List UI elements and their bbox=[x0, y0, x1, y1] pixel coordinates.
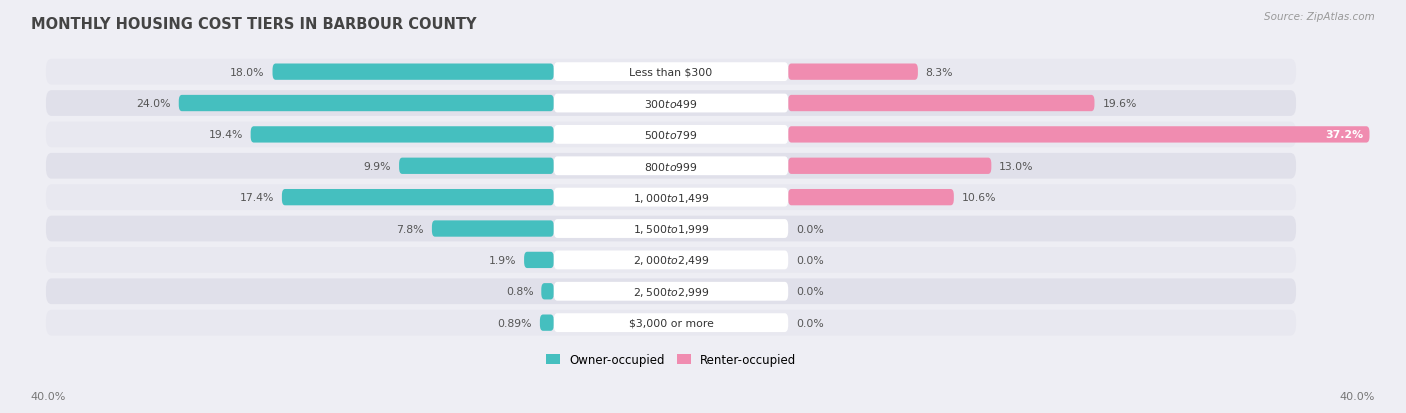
Text: 24.0%: 24.0% bbox=[136, 99, 172, 109]
Text: 0.0%: 0.0% bbox=[796, 318, 824, 328]
FancyBboxPatch shape bbox=[250, 127, 554, 143]
Text: 10.6%: 10.6% bbox=[962, 193, 995, 203]
FancyBboxPatch shape bbox=[46, 91, 1296, 116]
FancyBboxPatch shape bbox=[281, 190, 554, 206]
FancyBboxPatch shape bbox=[554, 251, 789, 270]
Text: 40.0%: 40.0% bbox=[31, 391, 66, 401]
Text: Source: ZipAtlas.com: Source: ZipAtlas.com bbox=[1264, 12, 1375, 22]
Text: 8.3%: 8.3% bbox=[925, 67, 953, 78]
Text: 1.9%: 1.9% bbox=[489, 255, 516, 265]
Text: 19.6%: 19.6% bbox=[1102, 99, 1136, 109]
Text: MONTHLY HOUSING COST TIERS IN BARBOUR COUNTY: MONTHLY HOUSING COST TIERS IN BARBOUR CO… bbox=[31, 17, 477, 31]
FancyBboxPatch shape bbox=[399, 158, 554, 175]
FancyBboxPatch shape bbox=[46, 247, 1296, 273]
FancyBboxPatch shape bbox=[432, 221, 554, 237]
FancyBboxPatch shape bbox=[789, 190, 953, 206]
FancyBboxPatch shape bbox=[789, 96, 1094, 112]
FancyBboxPatch shape bbox=[524, 252, 554, 268]
Text: 0.0%: 0.0% bbox=[796, 255, 824, 265]
FancyBboxPatch shape bbox=[46, 310, 1296, 336]
FancyBboxPatch shape bbox=[554, 126, 789, 145]
Text: 0.0%: 0.0% bbox=[796, 224, 824, 234]
Text: $1,000 to $1,499: $1,000 to $1,499 bbox=[633, 191, 709, 204]
FancyBboxPatch shape bbox=[179, 96, 554, 112]
Text: 13.0%: 13.0% bbox=[1000, 161, 1033, 171]
Text: 37.2%: 37.2% bbox=[1324, 130, 1364, 140]
FancyBboxPatch shape bbox=[46, 154, 1296, 179]
Text: $2,500 to $2,999: $2,500 to $2,999 bbox=[633, 285, 709, 298]
Text: $300 to $499: $300 to $499 bbox=[644, 98, 697, 110]
FancyBboxPatch shape bbox=[46, 122, 1296, 148]
Text: 0.8%: 0.8% bbox=[506, 287, 533, 297]
FancyBboxPatch shape bbox=[554, 313, 789, 332]
Text: 7.8%: 7.8% bbox=[396, 224, 425, 234]
FancyBboxPatch shape bbox=[789, 64, 918, 81]
FancyBboxPatch shape bbox=[789, 158, 991, 175]
FancyBboxPatch shape bbox=[46, 185, 1296, 211]
Text: 19.4%: 19.4% bbox=[208, 130, 243, 140]
FancyBboxPatch shape bbox=[46, 59, 1296, 85]
FancyBboxPatch shape bbox=[554, 282, 789, 301]
Text: $1,500 to $1,999: $1,500 to $1,999 bbox=[633, 223, 709, 235]
Legend: Owner-occupied, Renter-occupied: Owner-occupied, Renter-occupied bbox=[546, 354, 796, 366]
Text: $800 to $999: $800 to $999 bbox=[644, 160, 697, 172]
FancyBboxPatch shape bbox=[554, 63, 789, 82]
Text: Less than $300: Less than $300 bbox=[630, 67, 713, 78]
Text: 9.9%: 9.9% bbox=[364, 161, 391, 171]
FancyBboxPatch shape bbox=[273, 64, 554, 81]
Text: $500 to $799: $500 to $799 bbox=[644, 129, 697, 141]
FancyBboxPatch shape bbox=[540, 315, 554, 331]
FancyBboxPatch shape bbox=[541, 283, 554, 300]
Text: 18.0%: 18.0% bbox=[231, 67, 264, 78]
FancyBboxPatch shape bbox=[789, 127, 1369, 143]
FancyBboxPatch shape bbox=[46, 216, 1296, 242]
FancyBboxPatch shape bbox=[554, 95, 789, 113]
Text: $2,000 to $2,499: $2,000 to $2,499 bbox=[633, 254, 709, 267]
FancyBboxPatch shape bbox=[554, 220, 789, 238]
FancyBboxPatch shape bbox=[554, 157, 789, 176]
Text: 0.0%: 0.0% bbox=[796, 287, 824, 297]
FancyBboxPatch shape bbox=[46, 279, 1296, 304]
Text: 17.4%: 17.4% bbox=[239, 193, 274, 203]
Text: $3,000 or more: $3,000 or more bbox=[628, 318, 713, 328]
FancyBboxPatch shape bbox=[554, 188, 789, 207]
Text: 40.0%: 40.0% bbox=[1340, 391, 1375, 401]
Text: 0.89%: 0.89% bbox=[498, 318, 531, 328]
